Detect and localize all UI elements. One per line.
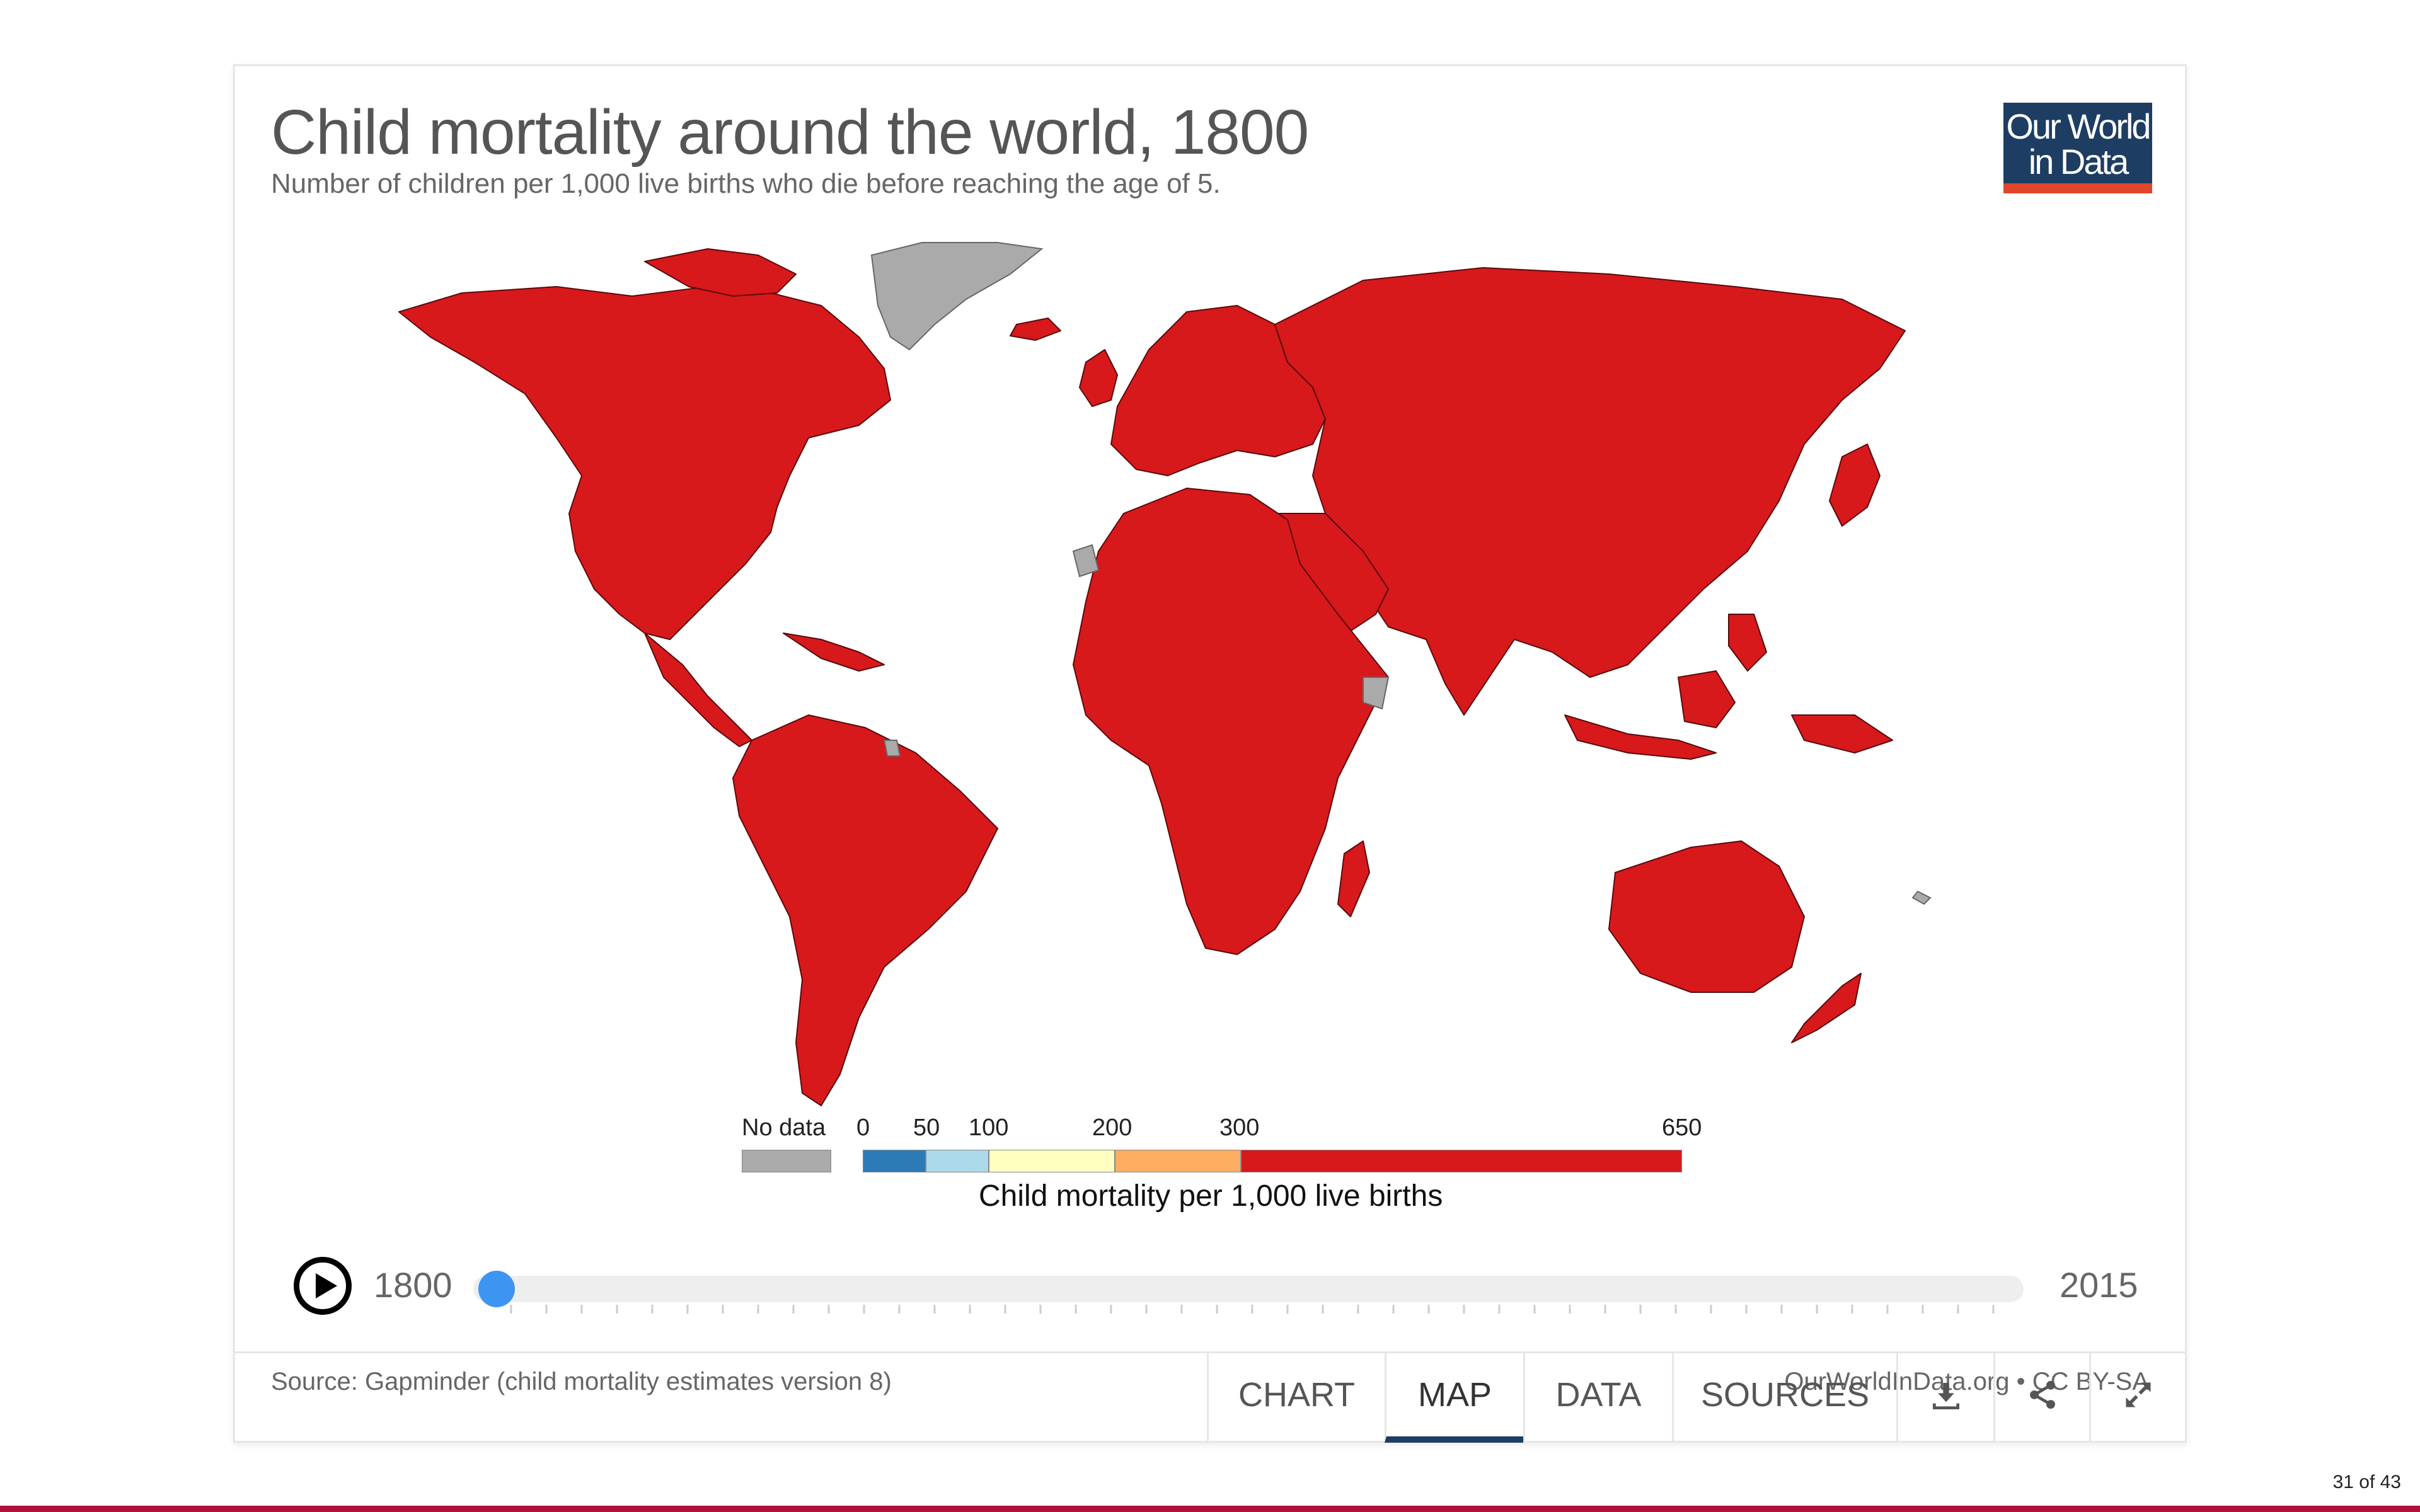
region-borneo	[1678, 670, 1736, 728]
region-new-zealand	[1791, 973, 1862, 1043]
region-british-isles	[1079, 349, 1118, 407]
region-south-america	[732, 714, 998, 1106]
chart-card: Child mortality around the world, 1800 N…	[233, 64, 2187, 1443]
legend-tick-0: 0	[856, 1114, 870, 1141]
legend-caption: Child mortality per 1,000 live births	[979, 1179, 1443, 1213]
region-somalia	[1363, 677, 1390, 710]
tab-data[interactable]: DATA	[1523, 1353, 1672, 1443]
timeline-track[interactable]	[473, 1276, 2024, 1302]
region-greenland	[870, 242, 1044, 351]
tab-sources[interactable]: SOURCES	[1672, 1353, 1896, 1443]
license-text[interactable]: OurWorldInData.org • CC BY-SA	[1784, 1368, 2149, 1395]
timeline: 1800 2015	[235, 1225, 2189, 1315]
chart-subtitle: Number of children per 1,000 live births…	[271, 168, 1221, 199]
legend-tick-200: 200	[1092, 1114, 1132, 1141]
share-icon	[2029, 1380, 2055, 1409]
play-button[interactable]	[294, 1257, 352, 1315]
legend-bin-0-50	[863, 1150, 926, 1172]
timeline-start-year: 1800	[374, 1265, 452, 1305]
legend-no-data-swatch	[742, 1150, 831, 1172]
legend-bin-300-650	[1241, 1150, 1682, 1172]
download-icon	[1932, 1383, 1959, 1409]
region-philippines	[1728, 614, 1767, 672]
expand-icon	[2126, 1382, 2150, 1407]
bottom-progress-bar	[0, 1506, 2420, 1512]
logo-line-2: in Data	[2028, 142, 2129, 181]
logo-line-1: Our World	[2006, 106, 2151, 146]
region-new-caledonia	[1911, 890, 1932, 905]
page-indicator: 31 of 43	[2332, 1472, 2401, 1492]
footer-controls: CHART MAP DATA SOURCES	[235, 1351, 2185, 1443]
tab-map[interactable]: MAP	[1385, 1353, 1523, 1443]
legend-bin-50-100	[926, 1150, 989, 1172]
share-button[interactable]	[1993, 1353, 2089, 1443]
region-indonesia	[1564, 714, 1717, 760]
region-australia	[1608, 840, 1805, 993]
timeline-slider-handle[interactable]	[478, 1271, 515, 1307]
legend-tick-100: 100	[969, 1114, 1009, 1141]
region-arctic-islands	[644, 248, 797, 297]
legend-tick-50: 50	[913, 1114, 940, 1141]
timeline-ticks	[510, 1305, 1995, 1314]
region-europe	[1110, 305, 1326, 476]
region-caribbean	[783, 633, 885, 672]
download-button[interactable]	[1896, 1353, 1993, 1443]
region-japan	[1829, 444, 1881, 527]
legend-tick-650: 650	[1662, 1114, 1702, 1141]
region-french-guiana	[883, 740, 901, 757]
region-iceland	[1010, 318, 1061, 341]
fullscreen-button[interactable]	[2089, 1353, 2185, 1443]
legend-no-data-label: No data	[742, 1114, 826, 1141]
source-text[interactable]: Source: Gapminder (child mortality estim…	[271, 1368, 892, 1395]
owid-logo[interactable]: Our World in Data	[2003, 103, 2152, 193]
region-asia	[1274, 267, 1906, 716]
legend-tick-300: 300	[1219, 1114, 1260, 1141]
legend-bin-200-300	[1115, 1150, 1241, 1172]
legend-bin-100-200	[989, 1150, 1115, 1172]
world-map	[398, 242, 1932, 1106]
region-north-america	[398, 286, 891, 640]
region-madagascar	[1337, 840, 1370, 917]
timeline-end-year: 2015	[2060, 1265, 2138, 1305]
region-africa	[1073, 488, 1389, 955]
region-western-sahara	[1072, 544, 1100, 578]
tab-chart[interactable]: CHART	[1207, 1353, 1385, 1443]
chart-title: Child mortality around the world, 1800	[271, 97, 1309, 168]
region-new-guinea	[1791, 714, 1893, 753]
region-central-america	[644, 633, 752, 747]
